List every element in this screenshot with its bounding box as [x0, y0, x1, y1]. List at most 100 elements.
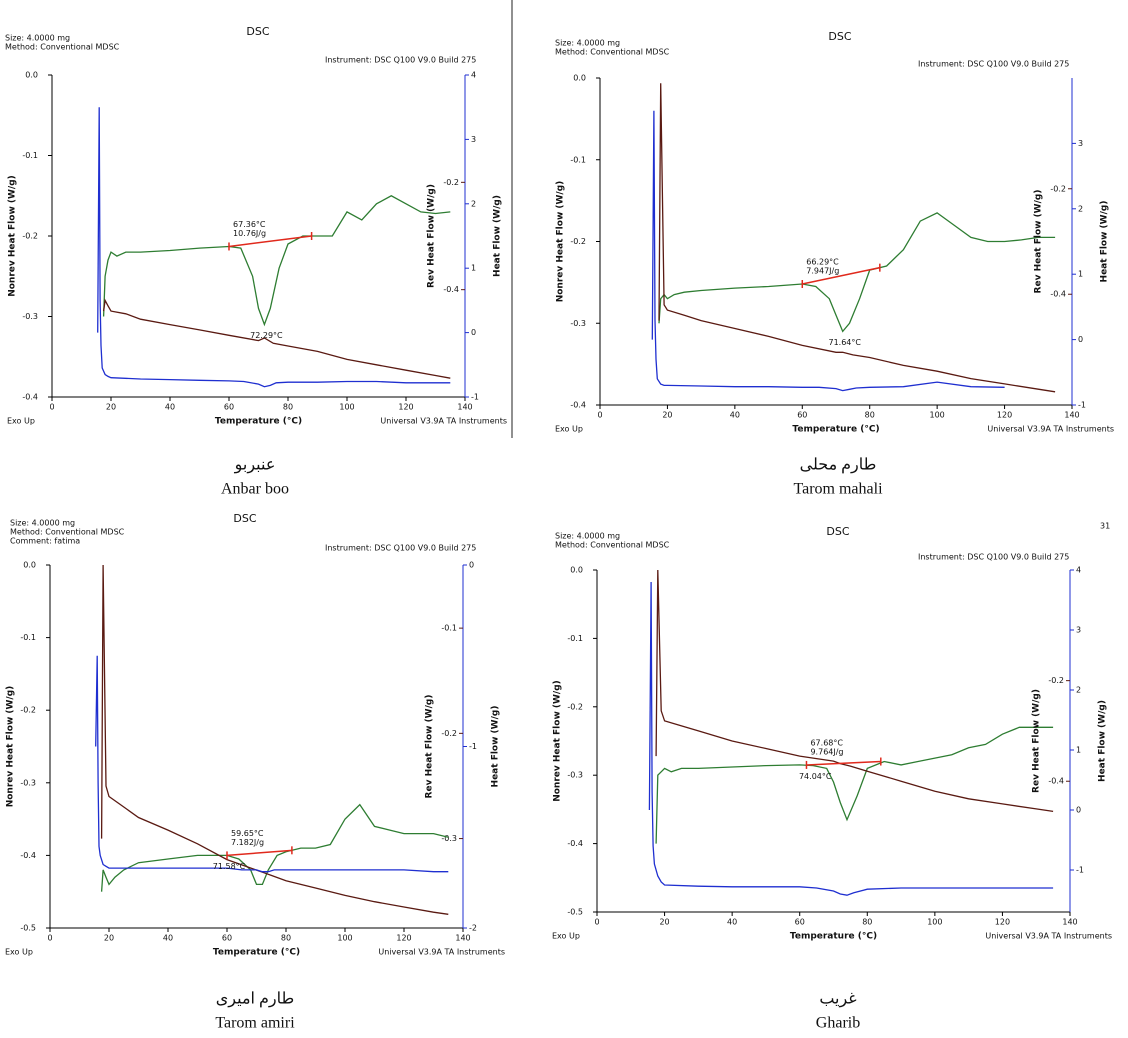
y-tick-label: -0.4 — [22, 393, 38, 402]
y-tick-label: 0.0 — [573, 74, 586, 83]
onset-label: 59.65°C — [231, 829, 264, 838]
series-line — [655, 726, 1054, 844]
series-line — [658, 83, 1056, 393]
y-tick-label: -0.2 — [20, 706, 36, 715]
x-tick-label: 40 — [730, 411, 740, 420]
x-tick-label: 80 — [862, 918, 872, 927]
y-tick-label: 0.0 — [570, 566, 583, 575]
chart-title: DSC — [246, 25, 269, 38]
x-tick-label: 40 — [163, 934, 173, 943]
software-label: Universal V3.9A TA Instruments — [985, 932, 1112, 941]
enthalpy-label: 7.182J/g — [231, 838, 264, 847]
caption-english: Tarom mahali — [793, 481, 883, 498]
caption-english: Anbar boo — [221, 481, 289, 498]
axis-label: Nonrev Heat Flow (W/g) — [553, 680, 563, 802]
x-tick-label: 80 — [283, 403, 293, 412]
peak-label: 71.58°C — [213, 862, 246, 871]
y2-tick-label: -0.4 — [1050, 290, 1066, 299]
y3-tick-label: 3 — [1076, 626, 1081, 635]
x-tick-label: 100 — [339, 403, 354, 412]
caption-english: Gharib — [816, 1015, 860, 1032]
y-tick-label: 0.0 — [25, 71, 38, 80]
y3-tick-label: 2 — [471, 199, 476, 208]
header-text: Method: Conventional MDSC — [555, 541, 670, 550]
y3-tick-label: -2 — [469, 924, 477, 933]
x-tick-label: 20 — [104, 934, 114, 943]
x-tick-label: 140 — [1064, 411, 1079, 420]
y3-tick-label: -1 — [471, 393, 479, 402]
y2-tick-label: -0.2 — [443, 178, 459, 187]
axis-label: Rev Heat Flow (W/g) — [425, 695, 435, 799]
axis-label: Heat Flow (W/g) — [491, 706, 501, 788]
x-tick-label: 60 — [222, 934, 232, 943]
enthalpy-label: 10.76J/g — [233, 229, 266, 238]
caption-local: غریب — [819, 991, 856, 1008]
series-line — [102, 195, 451, 327]
series-line — [97, 107, 451, 388]
exo-label: Exo Up — [7, 417, 35, 426]
y2-tick-label: -0.2 — [1050, 184, 1066, 193]
y-tick-label: -0.2 — [567, 702, 583, 711]
y3-tick-label: 1 — [1078, 270, 1083, 279]
exo-label: Exo Up — [552, 932, 580, 941]
x-tick-label: 20 — [659, 918, 669, 927]
series-line — [648, 581, 1054, 896]
y3-tick-label: -1 — [469, 742, 477, 751]
chart-title: DSC — [828, 30, 851, 43]
onset-label: 67.36°C — [233, 220, 266, 229]
x-tick-label: 0 — [597, 411, 602, 420]
integration-baseline — [226, 849, 292, 857]
peak-label: 72.29°C — [250, 331, 283, 340]
x-tick-label: 120 — [995, 918, 1010, 927]
caption-local: طارم امیری — [216, 991, 294, 1008]
x-axis-label: Temperature (°C) — [213, 948, 300, 958]
x-tick-label: 140 — [1062, 918, 1077, 927]
x-tick-label: 140 — [455, 934, 470, 943]
x-tick-label: 60 — [224, 403, 234, 412]
y3-tick-label: -1 — [1078, 401, 1086, 410]
page-number: 31 — [1100, 522, 1110, 531]
integration-baseline — [806, 760, 881, 766]
y3-tick-label: 2 — [1078, 204, 1083, 213]
series-line — [100, 803, 449, 892]
y3-tick-label: 0 — [1078, 335, 1083, 344]
peak-label: 74.04°C — [799, 772, 832, 781]
axis-label: Nonrev Heat Flow (W/g) — [6, 686, 16, 808]
series-line — [95, 655, 449, 873]
caption-local: طارم محلی — [800, 457, 877, 474]
integration-baseline — [228, 235, 312, 248]
x-tick-label: 100 — [337, 934, 352, 943]
integration-baseline — [802, 266, 880, 285]
axis-label: Heat Flow (W/g) — [1100, 201, 1110, 283]
x-tick-label: 120 — [997, 411, 1012, 420]
instrument-text: Instrument: DSC Q100 V9.0 Build 275 — [325, 544, 476, 553]
series-line — [658, 212, 1056, 333]
x-tick-label: 40 — [727, 918, 737, 927]
onset-label: 66.29°C — [806, 258, 839, 267]
header-text: Comment: fatima — [10, 537, 80, 546]
header-text: Method: Conventional MDSC — [10, 528, 125, 537]
header-text: Size: 4.0000 mg — [555, 532, 620, 541]
header-text: Size: 4.0000 mg — [555, 39, 620, 48]
y-tick-label: -0.5 — [20, 924, 36, 933]
caption-english: Tarom amiri — [215, 1015, 295, 1032]
y-tick-label: -0.3 — [22, 312, 38, 321]
y2-tick-label: -0.2 — [1048, 676, 1064, 685]
y3-tick-label: 0 — [1076, 806, 1081, 815]
peak-label: 71.64°C — [828, 338, 861, 347]
series-line — [651, 110, 1005, 392]
onset-label: 67.68°C — [810, 738, 843, 747]
y3-tick-label: 4 — [471, 71, 476, 80]
y-tick-label: -0.3 — [570, 319, 586, 328]
x-tick-label: 0 — [49, 403, 54, 412]
axis-label: Heat Flow (W/g) — [1098, 700, 1108, 782]
x-axis-label: Temperature (°C) — [790, 932, 877, 942]
exo-label: Exo Up — [5, 948, 33, 957]
y3-tick-label: 1 — [1076, 746, 1081, 755]
x-tick-label: 0 — [47, 934, 52, 943]
y3-tick-label: 2 — [1076, 686, 1081, 695]
y-tick-label: -0.1 — [20, 633, 36, 642]
x-tick-label: 80 — [865, 411, 875, 420]
axis-label: Heat Flow (W/g) — [493, 195, 503, 277]
